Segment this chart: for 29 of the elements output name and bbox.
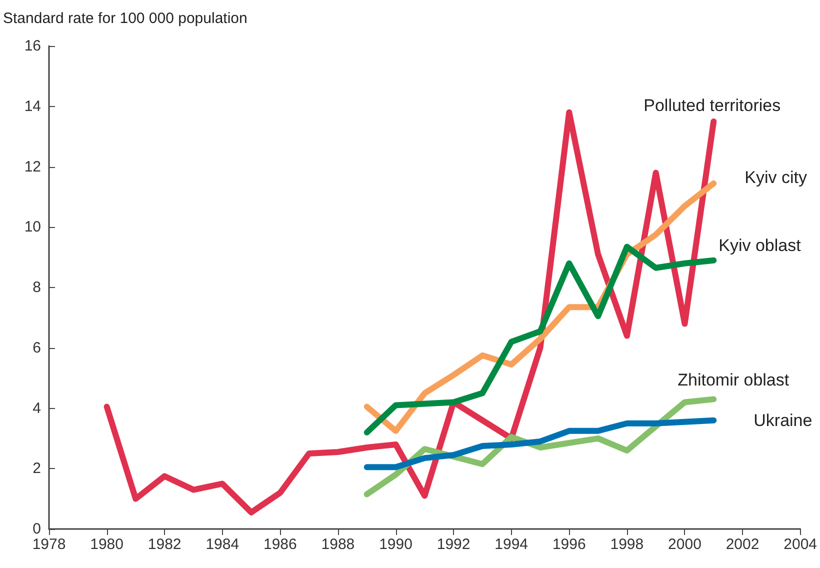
y-tick-label: 8: [32, 279, 41, 296]
series-label: Polluted territories: [644, 96, 781, 115]
y-tick-label: 2: [32, 460, 41, 478]
x-tick-label: 1990: [379, 536, 412, 553]
y-tick-label: 16: [24, 38, 41, 54]
series-label: Zhitomir oblast: [678, 370, 790, 390]
x-tick-label: 1994: [494, 536, 528, 553]
x-tick-label: 1992: [436, 536, 470, 553]
x-tick-label: 2002: [726, 536, 760, 553]
x-tick-label: 1996: [552, 536, 586, 553]
y-axis-title: Standard rate for 100 000 population: [3, 10, 248, 27]
x-tick-label: 1980: [90, 536, 124, 553]
x-tick-label: 1984: [206, 536, 240, 553]
x-tick-label: 2000: [668, 536, 702, 553]
x-tick-label: 1998: [610, 536, 644, 553]
x-tick-label: 1988: [321, 536, 355, 553]
y-tick-label: 10: [24, 218, 41, 236]
text: Ukraine: [754, 410, 812, 430]
x-tick-label: 1986: [263, 536, 297, 553]
y-tick-label: 6: [32, 339, 41, 356]
x-tick-label: 2004: [784, 536, 818, 553]
series-label: Kyiv oblast: [718, 236, 802, 255]
series-label: Kyiv city: [744, 168, 808, 187]
y-tick-label: 14: [24, 98, 41, 115]
y-tick-label: 12: [24, 158, 41, 176]
y-tick-label: 4: [32, 400, 41, 417]
x-tick-label: 1982: [148, 536, 182, 553]
y-tick-label: 0: [32, 520, 41, 538]
x-tick-label: 1978: [32, 536, 66, 553]
